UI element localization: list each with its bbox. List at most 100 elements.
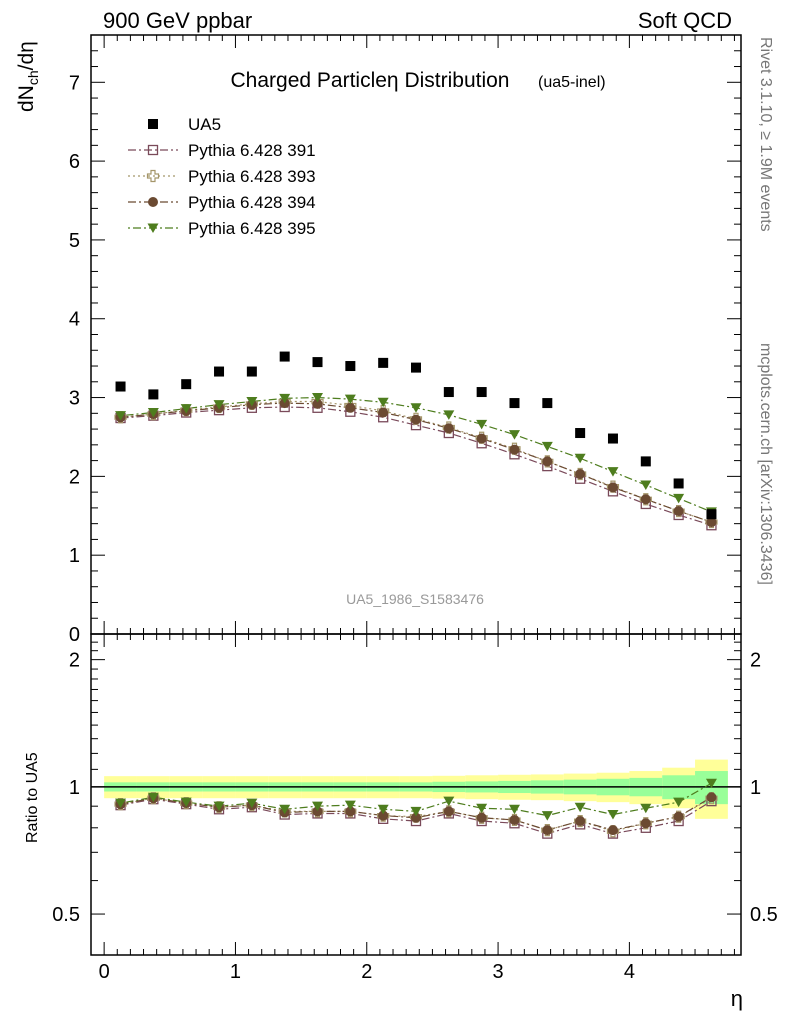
mc-ratio-point xyxy=(509,814,520,825)
mc-point xyxy=(377,397,389,408)
mc-ratio-point xyxy=(279,804,291,815)
mc-point xyxy=(640,494,651,505)
mc-ratio-point xyxy=(246,798,258,809)
mc-ratio-point xyxy=(443,796,455,807)
data-point xyxy=(115,381,126,392)
mc-point xyxy=(410,403,422,413)
legend-label: Pythia 6.428 393 xyxy=(188,167,316,186)
y-tick-label-main: 1 xyxy=(69,545,80,567)
chart-title: Charged Particleη Distribution xyxy=(231,69,510,92)
mc-point xyxy=(411,414,421,425)
x-tick-label: 3 xyxy=(493,961,504,983)
legend-marker xyxy=(148,197,158,207)
mc-ratio-point xyxy=(443,806,454,817)
mc-point xyxy=(574,453,586,464)
mc-ratio-point xyxy=(344,800,356,811)
x-tick-label: 0 xyxy=(99,961,110,983)
mc-ratio-point xyxy=(574,802,586,813)
mc-ratio-point xyxy=(476,812,487,823)
data-markers xyxy=(114,351,718,839)
y-tick-label-main: 5 xyxy=(69,230,80,252)
mc-ratio-point xyxy=(575,816,586,827)
mc-point xyxy=(312,393,324,403)
data-point xyxy=(378,357,389,368)
y-tick-label-ratio-right: 0.5 xyxy=(750,904,778,926)
x-tick-label: 4 xyxy=(624,961,635,983)
mc-ratio-point xyxy=(410,806,422,817)
mc-point xyxy=(575,469,586,480)
mc-ratio-point xyxy=(147,792,159,803)
mc-point xyxy=(476,433,487,444)
mc-point xyxy=(509,444,520,455)
y-tick-label-main: 0 xyxy=(69,624,80,646)
mc-ratio-point xyxy=(345,806,356,817)
mc-point xyxy=(542,456,553,467)
legend-label: UA5 xyxy=(188,115,221,134)
mc-point xyxy=(706,517,717,528)
mc-ratio-point xyxy=(673,811,684,822)
mc-point xyxy=(607,482,618,493)
mc-point xyxy=(476,419,488,430)
mc-point xyxy=(345,402,356,413)
y-tick-label-main: 6 xyxy=(69,151,80,173)
energy-label: 900 GeV ppbar xyxy=(103,8,253,33)
y-tick-label-ratio-right: 1 xyxy=(750,777,761,799)
mc-point xyxy=(673,506,684,517)
data-point xyxy=(214,366,225,377)
mc-point xyxy=(312,398,323,409)
mc-ratio-point xyxy=(541,811,553,821)
data-point xyxy=(607,433,618,444)
mc-point xyxy=(279,393,291,404)
x-tick-label: 2 xyxy=(361,961,372,983)
data-point xyxy=(509,398,520,409)
mc-point xyxy=(115,411,127,421)
legend-marker xyxy=(147,144,159,156)
x-tick-label: 1 xyxy=(230,961,241,983)
mc-point xyxy=(541,441,553,452)
y-tick-label-main: 7 xyxy=(69,72,80,94)
legend-marker xyxy=(147,223,159,233)
legend-marker xyxy=(146,169,160,183)
mc-ratio-point xyxy=(706,792,717,803)
mc-ratio-point xyxy=(377,804,389,815)
mc-ratio-point xyxy=(312,801,324,812)
mc-ratio-point xyxy=(180,797,192,808)
axis-ticks: 0 1 2 3 4 0 1 2 3 4 5 6 7 0.5 0.5 1 1 2 2 xyxy=(52,34,778,983)
legend-label: Pythia 6.428 395 xyxy=(188,219,316,238)
y-tick-label-main: 3 xyxy=(69,388,80,410)
data-point xyxy=(673,478,684,489)
data-point xyxy=(706,509,717,520)
data-point xyxy=(345,361,356,372)
mc-ratio-point xyxy=(640,818,651,829)
ratio-plot-frame xyxy=(90,633,742,956)
mc-ratio-point xyxy=(542,825,553,836)
data-point xyxy=(476,387,487,398)
y-tick-label-ratio: 1 xyxy=(69,777,80,799)
data-point xyxy=(640,456,651,467)
mc-point xyxy=(640,480,652,491)
mc-point xyxy=(344,394,356,405)
mc-ratio-point xyxy=(411,812,421,823)
mc-ratio-point xyxy=(508,804,520,815)
mc-point xyxy=(443,423,454,434)
mc-point xyxy=(443,410,455,420)
mc-ratio-point xyxy=(312,806,323,817)
mc-ratio-point xyxy=(673,797,685,808)
chart-subtitle: (ua5-inel) xyxy=(538,74,606,91)
y-tick-label-ratio: 2 xyxy=(69,650,80,672)
mc-point xyxy=(147,408,159,418)
legend-label: Pythia 6.428 391 xyxy=(188,141,316,160)
mc-ratio-point xyxy=(607,825,618,836)
mc-point xyxy=(180,404,192,414)
mc-point xyxy=(508,430,520,440)
mc-point xyxy=(213,400,225,410)
data-point xyxy=(279,351,290,362)
legend-marker xyxy=(148,119,158,129)
data-point xyxy=(246,366,257,377)
category-label: Soft QCD xyxy=(637,8,732,33)
mc-ratio-point xyxy=(640,803,652,814)
mc-ratio-point xyxy=(213,801,225,812)
side-label-bottom: mcplots.cern.ch [arXiv:1306.3436] xyxy=(757,343,774,585)
mc-ratio-point xyxy=(115,798,127,809)
mc-point xyxy=(246,396,258,407)
